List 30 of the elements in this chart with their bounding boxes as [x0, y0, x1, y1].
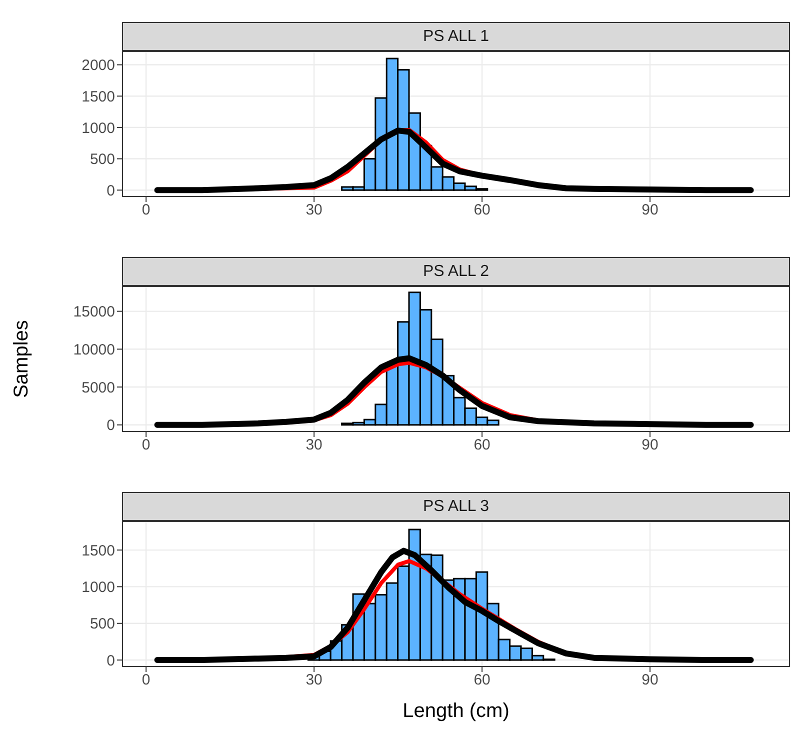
- x-tick-label: 60: [474, 202, 490, 219]
- x-tick-label: 30: [306, 436, 322, 454]
- x-tick-label: 90: [642, 436, 658, 454]
- x-tick-label: 90: [642, 202, 658, 219]
- chart-title: PS ALL 2: [122, 257, 790, 286]
- x-tick-label: 60: [474, 436, 490, 454]
- chart-title: PS ALL 3: [122, 492, 790, 521]
- y-tick-label: 500: [90, 616, 115, 633]
- y-tick-label: 1500: [82, 88, 115, 106]
- y-tick-label: 500: [90, 151, 115, 168]
- x-tick-label: 0: [142, 672, 150, 689]
- y-tick-label: 0: [106, 652, 115, 670]
- y-tick-label: 0: [106, 182, 115, 200]
- x-tick-label: 30: [306, 202, 322, 219]
- y-tick-label: 1000: [82, 579, 115, 596]
- x-tick-label: 30: [306, 672, 322, 689]
- y-tick-label: 2000: [82, 57, 115, 74]
- x-tick-label: 60: [474, 672, 490, 689]
- x-tick-label: 0: [142, 436, 150, 454]
- y-tick-label: 0: [106, 417, 115, 434]
- y-tick-label: 15000: [73, 304, 115, 321]
- y-tick-label: 10000: [73, 341, 115, 358]
- y-axis-title: Samples: [10, 320, 34, 398]
- y-tick-label: 1500: [82, 542, 115, 560]
- chart-title: PS ALL 1: [122, 22, 790, 51]
- x-tick-label: 0: [142, 202, 150, 219]
- y-tick-label: 5000: [82, 379, 115, 396]
- y-tick-label: 1000: [82, 120, 115, 137]
- x-axis-title: Length (cm): [402, 700, 510, 723]
- x-tick-label: 90: [642, 672, 658, 689]
